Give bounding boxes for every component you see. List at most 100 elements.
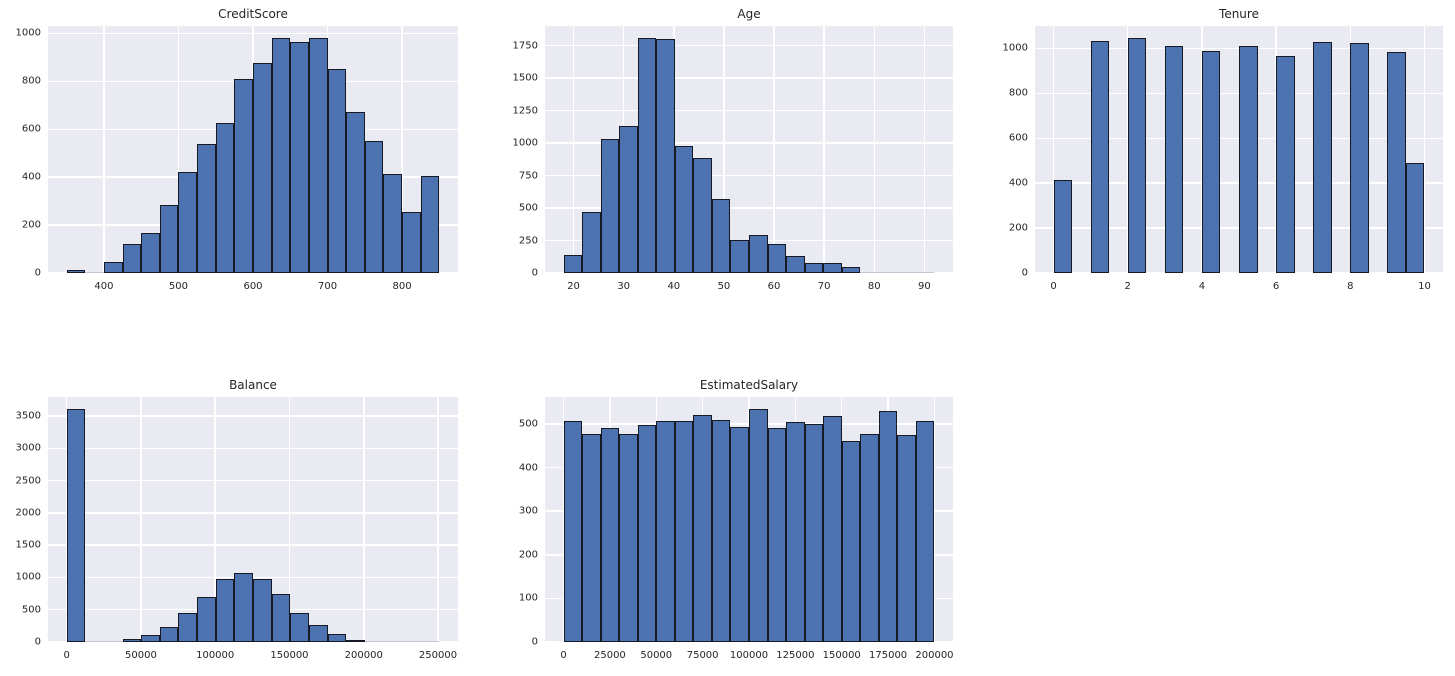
- histogram-bar: [1405, 162, 1425, 273]
- gridline-vertical: [873, 26, 876, 273]
- y-tick-label: 0: [34, 267, 41, 279]
- y-tick-label: 600: [21, 123, 41, 135]
- y-tick-label: 3500: [15, 410, 41, 422]
- histogram-bar: [786, 256, 805, 273]
- histogram-bar: [383, 174, 403, 273]
- y-tick-label: 800: [21, 75, 41, 87]
- histogram-bar: [1201, 50, 1221, 273]
- histogram-bar: [197, 143, 216, 273]
- x-tick-label: 0: [1050, 281, 1057, 292]
- gridline-horizontal: [545, 109, 953, 112]
- x-tick-label: 25000: [593, 650, 626, 661]
- y-tick-label: 0: [531, 636, 538, 648]
- histogram-bar: [308, 38, 328, 273]
- y-tick-label: 400: [518, 462, 538, 474]
- y-tick-label: 750: [518, 170, 538, 182]
- empty-subplot-slot: [970, 338, 1455, 676]
- histogram-bar: [308, 624, 328, 642]
- histogram-bar: [1350, 42, 1369, 273]
- gridline-vertical: [823, 26, 825, 273]
- histogram-bar: [711, 198, 731, 273]
- y-tick-label: 1500: [512, 72, 538, 84]
- y-tick-label: 1000: [512, 137, 538, 149]
- y-tick-label: 200: [518, 549, 538, 561]
- histogram-bar: [1053, 180, 1073, 273]
- gridline-horizontal: [545, 44, 953, 47]
- histogram-bar: [582, 434, 601, 642]
- x-tick-label: 200000: [344, 650, 383, 661]
- gridline-vertical: [773, 26, 775, 273]
- histogram-bar: [915, 271, 935, 273]
- y-tick-label: 800: [1008, 87, 1028, 99]
- histogram-bar: [383, 640, 403, 642]
- x-tick-label: 70: [817, 281, 831, 292]
- y-tick-label: 200: [21, 219, 41, 231]
- gridline-vertical: [177, 26, 180, 273]
- x-tick-label: 30: [617, 281, 631, 292]
- chart-title-estimatedsalary: EstimatedSalary: [699, 378, 799, 392]
- histogram-bar: [327, 634, 347, 642]
- histogram-bar: [693, 158, 712, 273]
- histogram-bar: [327, 69, 347, 273]
- y-tick-label: 2000: [15, 507, 41, 519]
- x-tick-label: 0: [63, 650, 70, 661]
- y-tick-label: 3000: [15, 442, 41, 454]
- gridline-vertical: [723, 26, 725, 273]
- x-tick-label: 150000: [822, 650, 861, 661]
- histogram-bar: [563, 254, 583, 273]
- subplot-age: Age 0 250 500 750 1000 1250 1500 1750 20 30 40 50 60…: [513, 7, 953, 292]
- x-tick-label: 150000: [270, 650, 309, 661]
- gridline-horizontal: [48, 544, 458, 546]
- y-tick-label: 500: [518, 418, 538, 430]
- histogram-bar: [749, 408, 768, 642]
- subplot-estimatedsalary: EstimatedSalary 0 100 200 300 400 500 0 25000 50…: [519, 378, 954, 661]
- chart-title-balance: Balance: [229, 378, 277, 392]
- histogram-bar: [1127, 37, 1147, 273]
- gridline-vertical: [748, 397, 750, 642]
- histogram-bar: [159, 627, 179, 642]
- histogram-bar: [271, 594, 291, 642]
- histogram-bar: [767, 243, 787, 273]
- histogram-bar: [66, 270, 86, 273]
- histogram-bar: [85, 640, 104, 642]
- histogram-bar: [823, 415, 842, 642]
- gridline-vertical: [140, 397, 142, 642]
- histogram-bar: [878, 410, 898, 642]
- x-tick-label: 50000: [125, 650, 157, 661]
- x-tick-label: 80: [867, 281, 881, 292]
- histogram-bar: [582, 211, 601, 273]
- gridline-vertical: [103, 26, 105, 273]
- chart-title-age: Age: [737, 7, 761, 21]
- y-tick-label: 500: [518, 202, 538, 214]
- gridline-vertical: [288, 397, 291, 642]
- gridline-vertical: [572, 26, 575, 273]
- histogram-bar: [290, 41, 309, 273]
- y-tick-label: 300: [518, 505, 538, 517]
- histogram-bar: [823, 262, 842, 273]
- histogram-bar: [600, 427, 620, 642]
- histogram-bar: [841, 441, 861, 642]
- histogram-bar: [656, 39, 675, 273]
- x-tick-label: 200000: [915, 650, 954, 661]
- gridline-horizontal: [545, 77, 953, 79]
- chart-title-creditscore: CreditScore: [218, 7, 288, 21]
- chart-title-tenure: Tenure: [1219, 7, 1259, 21]
- x-tick-label: 60: [767, 281, 781, 292]
- x-tick-label: 100000: [729, 650, 769, 661]
- y-tick-label: 1000: [15, 27, 41, 39]
- histogram-bar: [103, 640, 123, 642]
- gridline-horizontal: [48, 415, 458, 417]
- histogram-bar: [600, 139, 620, 273]
- histogram-bar: [897, 435, 916, 642]
- histogram-bar: [1313, 42, 1332, 273]
- histogram-bar: [346, 639, 365, 642]
- x-tick-label: 20: [567, 281, 580, 292]
- histogram-bar: [730, 239, 749, 273]
- subplot-creditscore: CreditScore 0 200 400 600 800 1000 400 500 600 70…: [16, 7, 458, 292]
- histogram-bar: [234, 572, 253, 642]
- y-tick-label: 0: [34, 636, 41, 648]
- gridline-vertical: [401, 26, 403, 273]
- x-tick-label: 90: [918, 281, 931, 292]
- histogram-bar: [674, 145, 694, 273]
